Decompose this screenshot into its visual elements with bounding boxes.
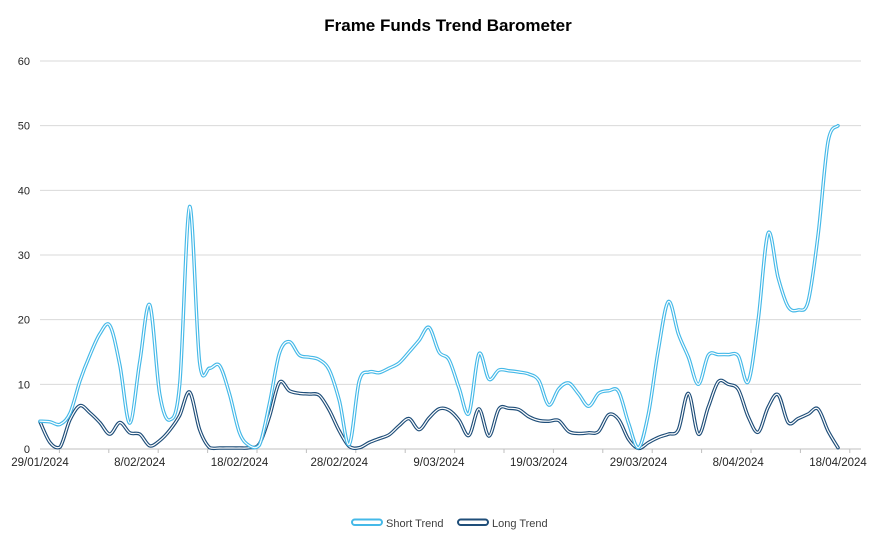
short-trend-legend-label: Short Trend [386,518,443,530]
x-axis-label-8: 18/04/2024 [809,457,867,469]
x-axis-label-6: 29/03/2024 [610,457,668,469]
axes: 0 10 20 30 40 50 60 29/01/2024 8/02/2024 18/02/20… [11,56,867,469]
y-axis-label-0: 0 [24,444,30,456]
short-trend-line-core [39,125,839,449]
y-axis-label-40: 40 [18,185,30,197]
gridlines [40,60,861,385]
x-axis-label-2: 18/02/2024 [211,457,269,469]
x-axis-label-3: 28/02/2024 [310,457,368,469]
y-axis-label-20: 20 [18,315,30,327]
chart-title: Frame Funds Trend Barometer [324,16,572,35]
y-axis-label-50: 50 [18,121,30,133]
long-trend-legend-label: Long Trend [492,518,548,530]
data-series [38,123,840,451]
legend-item-long-trend: Long Trend [457,518,548,530]
y-axis-label-10: 10 [18,379,30,391]
short-trend-legend-marker-icon [351,518,383,526]
short-trend-line [38,123,840,450]
x-axis-label-4: 9/03/2024 [413,457,465,469]
x-axis-label-0: 29/01/2024 [11,457,69,469]
y-axis-label-30: 30 [18,250,30,262]
x-axis-label-1: 8/02/2024 [114,457,166,469]
x-axis-label-5: 19/03/2024 [510,457,568,469]
x-axis-label-7: 8/04/2024 [713,457,765,469]
y-axis-label-60: 60 [18,56,30,68]
long-trend-line-core [39,379,839,450]
chart-legend: Short Trend Long Trend [351,518,548,530]
legend-item-short-trend: Short Trend [351,518,443,530]
long-trend-legend-marker-icon [457,518,489,526]
